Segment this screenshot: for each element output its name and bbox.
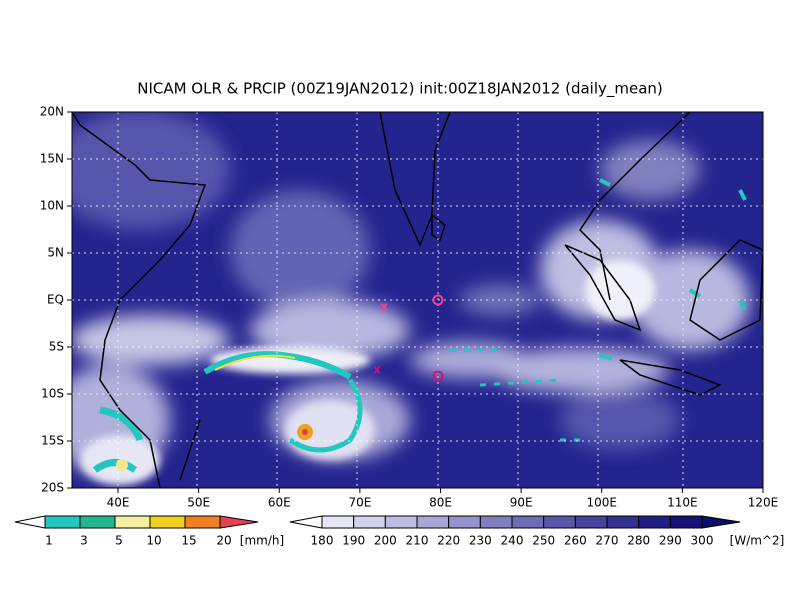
olr-cb-label: 290 bbox=[659, 534, 682, 548]
olr-cb-box bbox=[669, 515, 703, 529]
lat-label: 5S bbox=[49, 340, 64, 354]
lon-label: 90E bbox=[510, 496, 533, 510]
olr-cb-box bbox=[353, 515, 386, 529]
olr-cb-box bbox=[638, 515, 671, 529]
precip-cb-unit: [mm/h] bbox=[240, 534, 284, 548]
olr-cb-label: 190 bbox=[342, 534, 365, 548]
lon-label: 40E bbox=[107, 496, 130, 510]
olr-cb-label: 270 bbox=[596, 534, 619, 548]
olr-cb-box bbox=[416, 515, 450, 529]
lat-label: 15S bbox=[41, 434, 64, 448]
lat-label: 15N bbox=[40, 152, 64, 166]
lon-label: 60E bbox=[268, 496, 291, 510]
lat-label: 20N bbox=[40, 105, 64, 119]
olr-field: x x bbox=[72, 112, 763, 488]
precip-cb-label: 5 bbox=[115, 534, 123, 548]
olr-cb-label: 300 bbox=[691, 534, 714, 548]
olr-cb-label: 220 bbox=[437, 534, 460, 548]
precip-cb-box bbox=[149, 515, 186, 529]
olr-cb-box bbox=[321, 515, 355, 529]
precip-cb-label: 1 bbox=[45, 534, 53, 548]
lat-label: 10N bbox=[40, 199, 64, 213]
lat-label: 10S bbox=[41, 387, 64, 401]
olr-cb-box bbox=[606, 515, 640, 529]
olr-cb-low bbox=[289, 515, 323, 529]
precip-cb-low bbox=[14, 515, 46, 529]
precip-cb-high bbox=[219, 515, 259, 529]
graticule bbox=[72, 112, 763, 488]
olr-cb-label: 210 bbox=[406, 534, 429, 548]
olr-cb-label: 230 bbox=[469, 534, 492, 548]
olr-cb-high bbox=[701, 515, 741, 529]
precip-cb-label: 15 bbox=[181, 534, 196, 548]
precip-cb-label: 3 bbox=[80, 534, 88, 548]
svg-text:x: x bbox=[373, 363, 381, 377]
map-title: NICAM OLR & PRCIP (00Z19JAN2012) init:00… bbox=[137, 80, 663, 99]
lon-label: 70E bbox=[348, 496, 371, 510]
lat-label: 20S bbox=[41, 481, 64, 495]
markers: x x bbox=[373, 294, 444, 382]
olr-cb-label: 260 bbox=[564, 534, 587, 548]
axis-ticks: 20N 15N 10N 5N EQ 5S 10S 15S 20S 40E 50E 60E 70E 80E 9… bbox=[40, 105, 779, 510]
precip-cb-box bbox=[44, 515, 81, 529]
olr-cb-label: 240 bbox=[501, 534, 524, 548]
olr-cb-box bbox=[543, 515, 576, 529]
svg-text:x: x bbox=[380, 300, 388, 314]
olr-cb-label: 200 bbox=[374, 534, 397, 548]
lat-label: 5N bbox=[47, 246, 64, 260]
olr-cb-box bbox=[384, 515, 418, 529]
colorbars: 1 3 5 10 15 20 [mm/h] 180 190 200 210 220 230 240 250 2… bbox=[14, 515, 785, 548]
lon-label: 50E bbox=[187, 496, 210, 510]
olr-cb-box bbox=[574, 515, 608, 529]
olr-cb-unit: [W/m^2] bbox=[730, 534, 785, 548]
precip-cells bbox=[92, 178, 747, 473]
olr-cb-label: 280 bbox=[627, 534, 650, 548]
precip-cb-label: 20 bbox=[216, 534, 231, 548]
lon-label: 110E bbox=[667, 496, 698, 510]
precip-cb-box bbox=[79, 515, 116, 529]
lon-label: 100E bbox=[587, 496, 618, 510]
olr-cb-label: 180 bbox=[311, 534, 334, 548]
coastlines bbox=[72, 112, 763, 488]
lon-label: 120E bbox=[748, 496, 779, 510]
olr-cb-label: 250 bbox=[532, 534, 555, 548]
lat-label: EQ bbox=[47, 293, 64, 307]
olr-cb-box bbox=[479, 515, 513, 529]
olr-cb-box bbox=[448, 515, 481, 529]
precip-cb-label: 10 bbox=[146, 534, 161, 548]
olr-cb-box bbox=[511, 515, 545, 529]
lon-label: 80E bbox=[429, 496, 452, 510]
precip-cb-box bbox=[184, 515, 221, 529]
precip-cb-box bbox=[114, 515, 151, 529]
